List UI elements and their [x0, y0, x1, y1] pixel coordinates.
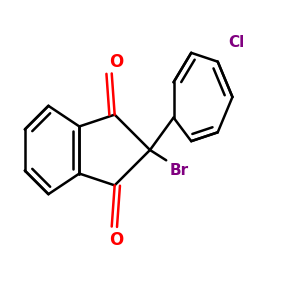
Text: O: O [109, 53, 123, 71]
Text: Br: Br [169, 163, 188, 178]
Text: O: O [109, 231, 123, 249]
Text: Cl: Cl [229, 35, 245, 50]
